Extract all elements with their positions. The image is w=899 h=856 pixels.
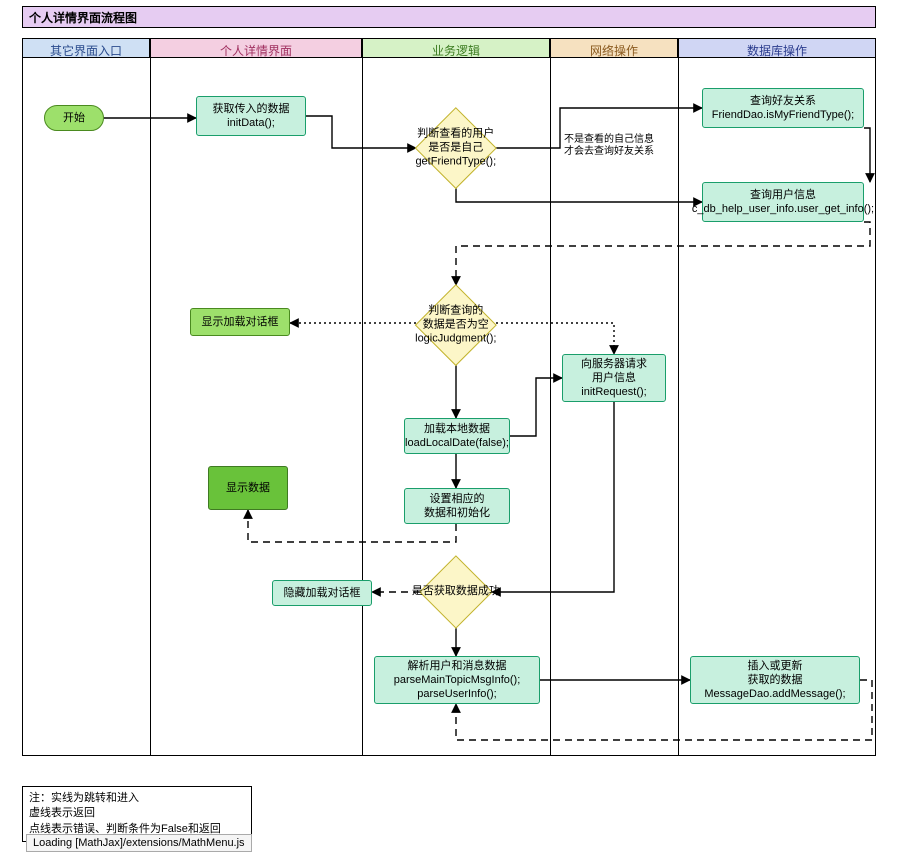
node-initReq: 向服务器请求用户信息initRequest(); [562, 354, 666, 402]
node-getFriend: 判断查看的用户是否是自己getFriendType(); [416, 108, 496, 188]
node-hideLoad: 隐藏加载对话框 [272, 580, 372, 606]
node-parse: 解析用户和消息数据parseMainTopicMsgInfo();parseUs… [374, 656, 540, 704]
lane-logic-header: 业务逻辑 [362, 38, 550, 58]
lane-logic-separator [362, 58, 363, 756]
flowchart-canvas: { "meta": { "title": "个人详情界面流程图", "width… [0, 0, 899, 856]
lane-net-header: 网络操作 [550, 38, 678, 58]
edge-label-e-friend-qf: 不是查看的自己信息才会去查询好友关系 [564, 134, 654, 158]
node-logicJudge: 判断查询的数据是否为空logicJudgment(); [416, 285, 496, 365]
node-showData: 显示数据 [208, 466, 288, 510]
node-qUser: 查询用户信息c_db_help_user_info.user_get_info(… [702, 182, 864, 222]
node-showLoad: 显示加载对话框 [190, 308, 290, 336]
lane-ui-header: 个人详情界面 [150, 38, 362, 58]
node-insertMsg: 插入或更新获取的数据MessageDao.addMessage(); [690, 656, 860, 704]
node-gotData: 是否获取数据成功 [420, 556, 492, 628]
mathjax-status: Loading [MathJax]/extensions/MathMenu.js [26, 834, 252, 852]
lane-db-header: 数据库操作 [678, 38, 876, 58]
node-initData: 获取传入的数据initData(); [196, 96, 306, 136]
lane-db-separator [678, 58, 679, 756]
node-qFriend: 查询好友关系FriendDao.isMyFriendType(); [702, 88, 864, 128]
node-start: 开始 [44, 105, 104, 131]
lane-entry-header: 其它界面入口 [22, 38, 150, 58]
lane-ui-separator [150, 58, 151, 756]
diagram-title: 个人详情界面流程图 [22, 6, 876, 28]
lane-net-separator [550, 58, 551, 756]
node-loadLocal: 加载本地数据loadLocalDate(false); [404, 418, 510, 454]
node-setData: 设置相应的数据和初始化 [404, 488, 510, 524]
